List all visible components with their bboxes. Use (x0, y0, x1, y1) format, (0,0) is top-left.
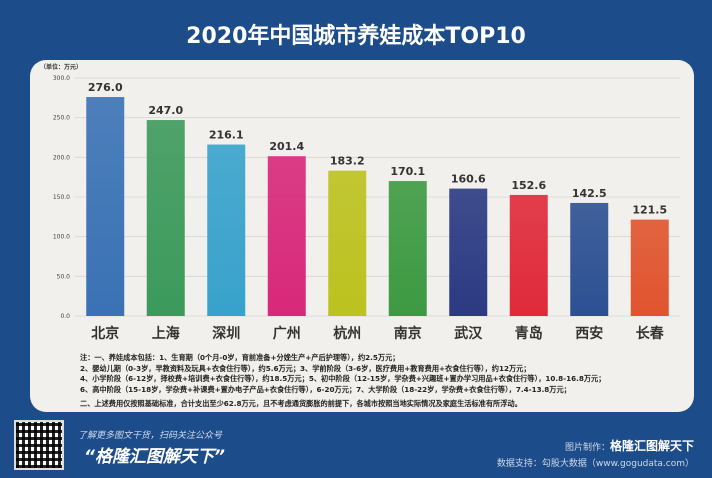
data-label: 183.2 (330, 155, 365, 168)
data-label: 121.5 (632, 204, 667, 217)
x-tick-label: 青岛 (515, 325, 543, 342)
y-tick-label: 50.0 (57, 273, 71, 280)
note-line: 4、小学阶段（6-12岁，择校费+培训费+衣食住行等），约18.5万元；5、初中… (80, 374, 606, 384)
data-label: 201.4 (269, 140, 304, 153)
bar-广州 (267, 156, 306, 316)
note-line: 2、婴幼儿期（0-3岁，早教资料及玩具+衣食住行等），约5.6万元；3、学前阶段… (80, 363, 531, 373)
bar-杭州 (328, 170, 367, 316)
bar-青岛 (509, 194, 548, 316)
x-tick-label: 广州 (273, 325, 301, 342)
bar-深圳 (207, 144, 246, 316)
x-tick-label: 深圳 (212, 325, 240, 342)
note-line: 注：一、养娃成本包括：1、生育期（0个月-0岁，育前准备+分娩生产+产后护理等）… (80, 353, 400, 362)
bar-西安 (570, 202, 609, 316)
made-by-logo: 格隆汇图解天下 (609, 439, 694, 453)
chart-panel: （单位：万元） 0.0 50.0 100.0 150.0 200.0 250.0 300.0 2… (30, 60, 694, 412)
bar-chart: （单位：万元） 0.0 50.0 100.0 150.0 200.0 250.0 300.0 2… (40, 63, 680, 342)
note-line: 6、高中阶段（15-18岁，学杂费+补课费+置办电子产品+衣食住行等），6-20… (80, 384, 571, 394)
data-label: 216.1 (209, 129, 244, 142)
scan-text: 了解更多图文干货，扫码关注公众号 (78, 431, 223, 441)
x-tick-label: 上海 (152, 325, 180, 342)
made-by: 图片制作：格隆汇图解天下 (565, 437, 694, 454)
bar-北京 (86, 97, 125, 316)
y-tick-label: 250.0 (53, 115, 70, 122)
x-tick-label: 北京 (91, 325, 119, 342)
data-label: 142.5 (572, 187, 607, 200)
data-label: 276.0 (88, 81, 123, 94)
y-tick-label: 150.0 (53, 194, 70, 201)
bar-上海 (146, 120, 185, 316)
y-axis-label: （单位：万元） (40, 63, 82, 71)
note-line: 二、上述费用仅按照基础标准，合计支出至少62.8万元，且不考虑通货膨胀的前提下，… (80, 399, 522, 409)
y-tick-label: 300.0 (53, 75, 70, 82)
y-tick-label: 0.0 (60, 313, 70, 320)
bar-南京 (388, 181, 427, 316)
x-tick-label: 西安 (575, 325, 603, 342)
data-source: 数据支持：勾股大数据（www.gogudata.com） (496, 459, 694, 469)
data-label: 160.6 (451, 173, 486, 186)
bar-长春 (630, 219, 669, 316)
qr-code (14, 420, 64, 470)
data-label: 152.6 (511, 179, 546, 192)
slogan: “格隆汇图解天下” (84, 447, 225, 467)
x-tick-label: 杭州 (333, 325, 361, 342)
y-tick-label: 100.0 (53, 234, 70, 241)
notes: 注：一、养娃成本包括：1、生育期（0个月-0岁，育前准备+分娩生产+产后护理等）… (80, 353, 690, 410)
x-tick-label: 武汉 (454, 325, 483, 342)
chart-title: 2020年中国城市养娃成本TOP10 (186, 24, 526, 49)
y-tick-label: 200.0 (53, 154, 70, 161)
made-by-label: 图片制作： (564, 443, 610, 453)
x-tick-label: 长春 (636, 325, 665, 342)
x-tick-label: 南京 (394, 325, 422, 342)
data-label: 170.1 (390, 165, 425, 178)
data-label: 247.0 (148, 104, 183, 117)
bar-武汉 (449, 188, 488, 316)
